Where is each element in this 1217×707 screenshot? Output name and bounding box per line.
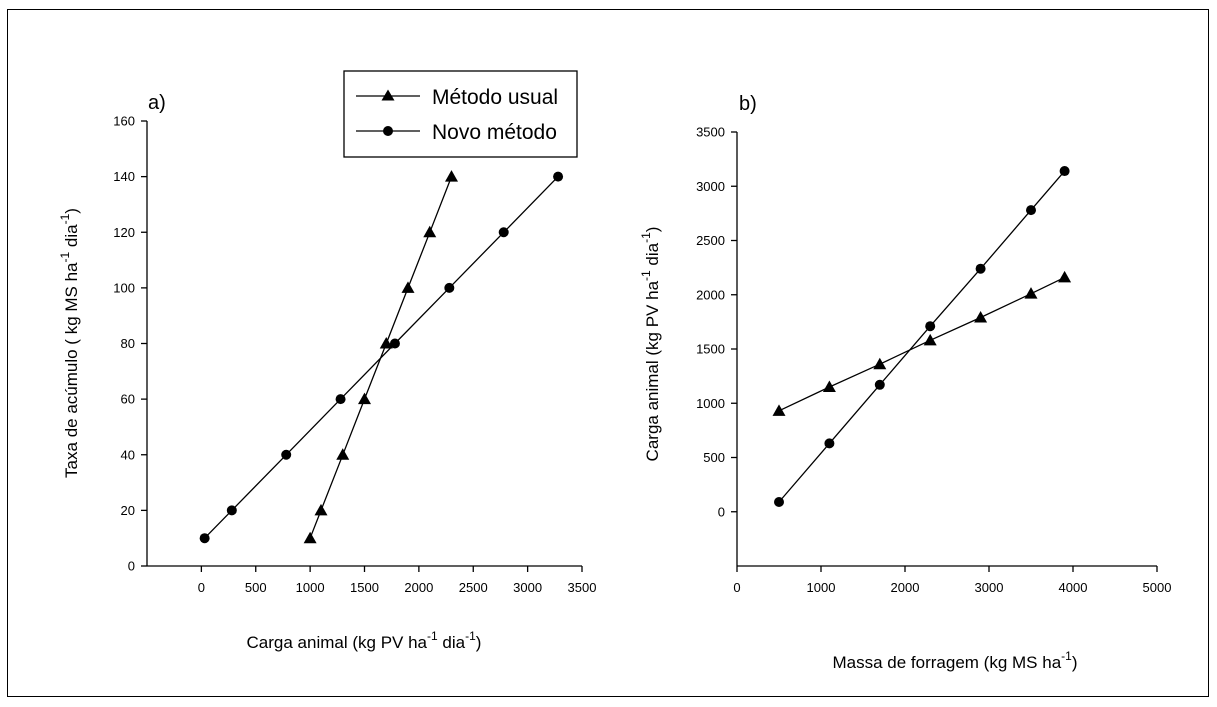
series-lines-a [204, 176, 559, 539]
y-ticks-b: 0 500 1000 1500 2000 2500 3000 3500 [696, 125, 737, 519]
panel-label-b: b) [739, 93, 757, 115]
y-tick-label: 100 [113, 280, 135, 295]
data-point-novo-metodo [281, 449, 292, 460]
data-point-metodo-usual [1024, 287, 1038, 299]
y-tick-label: 2500 [696, 233, 725, 248]
y-tick-label: 60 [121, 392, 135, 407]
series-line-metodo-usual [778, 276, 1065, 412]
x-tick-label: 3500 [568, 580, 597, 595]
legend-label-novo-metodo: Novo método [432, 121, 557, 144]
data-point-metodo-usual [336, 448, 350, 460]
y-axis-label-a: Taxa de acúmulo ( kg MS ha-1 dia-1) [58, 208, 81, 478]
series-lines-b [778, 170, 1066, 503]
data-point-novo-metodo [774, 496, 784, 507]
series-line-novo-metodo [204, 176, 559, 539]
series-line-metodo-usual [309, 176, 453, 539]
data-point-metodo-usual [772, 404, 786, 416]
y-tick-label: 500 [703, 450, 725, 465]
data-point-metodo-usual [974, 311, 988, 323]
data-point-novo-metodo [874, 379, 885, 390]
y-tick-label: 1500 [696, 342, 725, 357]
y-tick-label: 1000 [696, 396, 725, 411]
data-point-metodo-usual [379, 337, 393, 349]
data-point-novo-metodo [1026, 205, 1036, 216]
y-tick-label: 80 [121, 336, 135, 351]
data-point-metodo-usual [423, 225, 437, 238]
y-axis-label-b: Carga animal (kg PV ha-1 dia-1) [639, 227, 662, 462]
y-tick-label: 140 [113, 169, 135, 184]
data-point-novo-metodo [226, 505, 237, 516]
x-tick-label: 3000 [975, 580, 1004, 595]
data-point-metodo-usual [873, 357, 887, 370]
data-point-novo-metodo [498, 227, 509, 238]
data-point-novo-metodo [389, 338, 400, 349]
series-markers-b [772, 166, 1072, 507]
chart-panel-a: a) 0 20 40 60 80 100 120 140 160 0 500 1000 1500 200… [58, 70, 597, 652]
data-point-novo-metodo [335, 394, 346, 405]
y-tick-label: 120 [113, 225, 135, 240]
x-tick-label: 1000 [296, 580, 325, 595]
legend-label-metodo-usual: Método usual [432, 86, 558, 109]
data-point-metodo-usual [314, 503, 328, 516]
x-ticks-b: 0 1000 2000 3000 4000 5000 [733, 566, 1171, 595]
data-point-novo-metodo [444, 282, 455, 293]
y-tick-label: 3000 [696, 179, 725, 194]
data-point-metodo-usual [303, 531, 317, 544]
data-point-metodo-usual [923, 333, 937, 346]
x-tick-label: 1000 [807, 580, 836, 595]
panel-label-a: a) [148, 92, 166, 114]
x-tick-label: 2000 [891, 580, 920, 595]
y-tick-label: 40 [121, 447, 135, 462]
data-point-metodo-usual [445, 170, 458, 182]
x-tick-label: 2000 [404, 580, 433, 595]
x-tick-label: 3000 [513, 580, 542, 595]
data-point-metodo-usual [1058, 270, 1072, 283]
x-tick-label: 0 [733, 580, 740, 595]
y-tick-label: 3500 [696, 125, 725, 140]
x-tick-label: 5000 [1143, 580, 1172, 595]
data-point-metodo-usual [401, 281, 415, 293]
x-tick-label: 4000 [1059, 580, 1088, 595]
series-line-novo-metodo [778, 170, 1066, 503]
y-tick-label: 20 [121, 503, 135, 518]
x-ticks-a: 0 500 1000 1500 2000 2500 3000 3500 [198, 566, 597, 595]
y-ticks-a: 0 20 40 60 80 100 120 140 160 [113, 114, 147, 574]
data-point-novo-metodo [199, 533, 210, 544]
data-point-metodo-usual [822, 380, 836, 392]
y-tick-label: 0 [718, 504, 725, 519]
y-tick-label: 2000 [696, 287, 725, 302]
figure-frame [7, 9, 1209, 697]
legend-box [343, 70, 578, 158]
legend-marker-metodo-usual [381, 89, 395, 101]
data-point-novo-metodo [975, 263, 986, 274]
x-tick-label: 2500 [459, 580, 488, 595]
legend-marker-novo-metodo [383, 126, 393, 136]
data-point-novo-metodo [925, 321, 936, 332]
x-tick-label: 0 [198, 580, 205, 595]
y-tick-label: 160 [113, 114, 135, 129]
x-tick-label: 1500 [350, 580, 379, 595]
legend: Método usual Novo método [343, 70, 578, 158]
x-axis-label-b: Massa de forragem (kg MS ha-1) [833, 649, 1078, 672]
data-point-metodo-usual [358, 392, 371, 405]
data-point-novo-metodo [553, 171, 564, 182]
y-tick-label: 0 [128, 559, 135, 574]
chart-panel-b: b) 0 500 1000 1500 2000 2500 3000 3500 0 1000 200… [639, 93, 1171, 672]
data-point-novo-metodo [824, 438, 835, 449]
series-markers-a [199, 170, 564, 544]
data-point-novo-metodo [1059, 166, 1070, 177]
x-tick-label: 500 [245, 580, 267, 595]
x-axis-label-a: Carga animal (kg PV ha-1 dia-1) [247, 629, 482, 652]
